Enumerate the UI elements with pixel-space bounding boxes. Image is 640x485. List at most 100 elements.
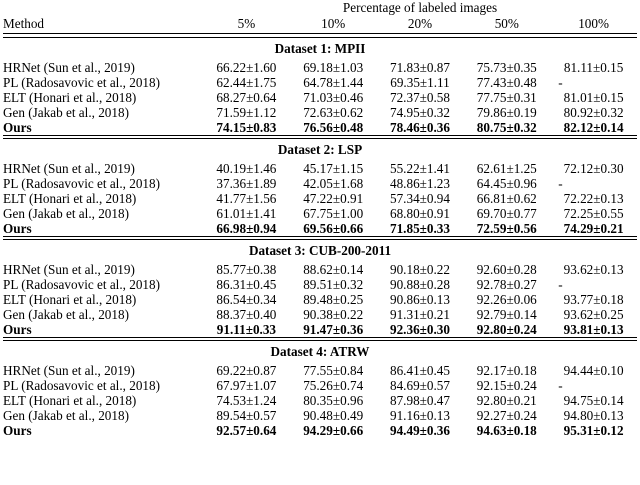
metric-cell: 72.12±0.30 bbox=[563, 160, 624, 176]
table-row: HRNet (Sun et al., 2019) 85.77±0.38 88.62±… bbox=[3, 262, 637, 277]
metric-cell: 92.26±0.06 bbox=[476, 292, 537, 307]
metric-cell: 62.61±1.25 bbox=[476, 160, 537, 176]
metric-cell: 94.80±0.13 bbox=[563, 408, 624, 424]
metric-cell: 89.51±0.32 bbox=[303, 277, 364, 293]
metric-cell: 67.97±1.07 bbox=[216, 378, 277, 394]
metric-cell: 92.57±0.64 bbox=[216, 423, 277, 439]
method-name: Gen (Jakab et al., 2018) bbox=[3, 205, 129, 221]
metric-cell: 82.12±0.14 bbox=[563, 119, 624, 135]
metric-cell: 42.05±1.68 bbox=[303, 175, 364, 191]
table-row: HRNet (Sun et al., 2019) 40.19±1.46 45.17±… bbox=[3, 161, 637, 176]
metric-cell: 74.53±1.24 bbox=[216, 393, 277, 409]
results-table: Percentage of labeled images Method 5% 1… bbox=[3, 0, 637, 440]
metric-cell: 47.22±0.91 bbox=[303, 190, 364, 206]
metric-cell: 61.01±1.41 bbox=[216, 205, 277, 221]
metric-cell: 84.69±0.57 bbox=[389, 378, 450, 394]
metric-cell: 86.41±0.45 bbox=[389, 363, 450, 379]
metric-cell: 72.25±0.55 bbox=[563, 205, 624, 221]
metric-cell: 68.80±0.91 bbox=[389, 205, 450, 221]
table-row: Gen (Jakab et al., 2018) 61.01±1.41 67.75±… bbox=[3, 206, 637, 221]
metric-cell: 80.35±0.96 bbox=[303, 393, 364, 409]
table-row: Gen (Jakab et al., 2018) 71.59±1.12 72.63±… bbox=[3, 105, 637, 120]
metric-cell: 79.86±0.19 bbox=[476, 104, 537, 120]
metric-cell: 92.80±0.21 bbox=[476, 393, 537, 409]
metric-cell: 85.77±0.38 bbox=[216, 262, 277, 278]
metric-cell: 91.47±0.36 bbox=[303, 321, 364, 337]
metric-cell: 77.55±0.84 bbox=[303, 363, 364, 379]
metric-cell: 68.27±0.64 bbox=[216, 89, 277, 105]
metric-cell: 37.36±1.89 bbox=[216, 175, 277, 191]
metric-cell: 69.35±1.11 bbox=[390, 74, 450, 90]
table-row: PL (Radosavovic et al., 2018) 67.97±1.07 7… bbox=[3, 378, 637, 393]
method-name: PL (Radosavovic et al., 2018) bbox=[3, 74, 160, 90]
column-header-5pct: 5% bbox=[237, 16, 256, 32]
metric-cell: 72.22±0.13 bbox=[563, 190, 624, 206]
method-name: HRNet (Sun et al., 2019) bbox=[3, 262, 135, 278]
group-header-spacer bbox=[3, 0, 203, 16]
metric-cell: 72.37±0.58 bbox=[389, 89, 450, 105]
dataset-title: Dataset 3: CUB-200-2011 bbox=[248, 242, 392, 258]
method-name: Ours bbox=[3, 423, 32, 439]
method-name: ELT (Honari et al., 2018) bbox=[3, 190, 137, 206]
metric-cell-empty: - bbox=[558, 277, 563, 293]
metric-cell: 81.01±0.15 bbox=[563, 89, 624, 105]
metric-cell: 69.18±1.03 bbox=[303, 59, 364, 75]
dataset-title: Dataset 1: MPII bbox=[274, 40, 366, 56]
metric-cell: 71.83±0.87 bbox=[389, 59, 450, 75]
metric-cell: 64.78±1.44 bbox=[303, 74, 364, 90]
method-name: ELT (Honari et al., 2018) bbox=[3, 292, 137, 307]
method-name: Gen (Jakab et al., 2018) bbox=[3, 306, 129, 322]
metric-cell: 92.79±0.14 bbox=[476, 306, 537, 322]
metric-cell: 87.98±0.47 bbox=[389, 393, 450, 409]
metric-cell: 89.48±0.25 bbox=[303, 292, 364, 307]
metric-cell: 92.78±0.27 bbox=[476, 277, 537, 293]
table-row: HRNet (Sun et al., 2019) 66.22±1.60 69.18±… bbox=[3, 60, 637, 75]
metric-cell: 48.86±1.23 bbox=[389, 175, 450, 191]
table-row: ELT (Honari et al., 2018) 68.27±0.64 71.03… bbox=[3, 90, 637, 105]
block-separator-rule bbox=[3, 235, 637, 240]
metric-cell: 80.75±0.32 bbox=[476, 119, 537, 135]
metric-cell: 94.44±0.10 bbox=[563, 363, 624, 379]
table-body: Dataset 1: MPII HRNet (Sun et al., 2019) 6… bbox=[3, 37, 637, 440]
metric-cell: 81.11±0.15 bbox=[563, 59, 624, 75]
metric-cell: 72.59±0.56 bbox=[476, 220, 537, 236]
metric-cell: 77.75±0.31 bbox=[476, 89, 537, 105]
metric-cell: 92.27±0.24 bbox=[476, 408, 537, 424]
metric-cell: 69.70±0.77 bbox=[476, 205, 537, 221]
metric-cell: 71.59±1.12 bbox=[216, 104, 277, 120]
metric-cell: 62.44±1.75 bbox=[216, 74, 277, 90]
metric-cell: 71.85±0.33 bbox=[389, 220, 450, 236]
table-row: Ours 92.57±0.64 94.29±0.66 94.49±0.36 94.63±… bbox=[3, 423, 637, 438]
column-header-100pct: 100% bbox=[578, 16, 609, 32]
metric-cell-empty: - bbox=[558, 175, 563, 191]
method-name: Gen (Jakab et al., 2018) bbox=[3, 104, 129, 120]
metric-cell: 93.81±0.13 bbox=[563, 321, 624, 337]
metric-cell: 74.29±0.21 bbox=[563, 220, 624, 236]
table-row: ELT (Honari et al., 2018) 74.53±1.24 80.35… bbox=[3, 393, 637, 408]
column-header-20pct: 20% bbox=[407, 16, 433, 32]
table-row: Ours 66.98±0.94 69.56±0.66 71.85±0.33 72.59±… bbox=[3, 221, 637, 236]
metric-cell: 55.22±1.41 bbox=[389, 160, 450, 176]
column-header-50pct: 50% bbox=[494, 16, 519, 32]
method-name: Ours bbox=[3, 119, 32, 135]
method-name: PL (Radosavovic et al., 2018) bbox=[3, 277, 160, 293]
table-row: Ours 91.11±0.33 91.47±0.36 92.36±0.30 92.80±… bbox=[3, 322, 637, 337]
column-header-method: Method bbox=[3, 16, 45, 32]
metric-cell: 94.29±0.66 bbox=[303, 423, 364, 439]
metric-cell: 89.54±0.57 bbox=[216, 408, 277, 424]
group-header-label: Percentage of labeled images bbox=[342, 0, 498, 15]
method-name: PL (Radosavovic et al., 2018) bbox=[3, 175, 160, 191]
metric-cell: 78.46±0.36 bbox=[389, 119, 450, 135]
metric-cell: 92.17±0.18 bbox=[476, 363, 537, 379]
metric-cell: 75.26±0.74 bbox=[303, 378, 364, 394]
table-row: ELT (Honari et al., 2018) 41.77±1.56 47.22… bbox=[3, 191, 637, 206]
metric-cell: 90.18±0.22 bbox=[389, 262, 450, 278]
table-row: Ours 74.15±0.83 76.56±0.48 78.46±0.36 80.75±… bbox=[3, 120, 637, 135]
table-row: PL (Radosavovic et al., 2018) 62.44±1.75 6… bbox=[3, 75, 637, 90]
metric-cell: 92.36±0.30 bbox=[389, 321, 450, 337]
metric-cell: 57.34±0.94 bbox=[389, 190, 450, 206]
method-name: Gen (Jakab et al., 2018) bbox=[3, 408, 129, 424]
metric-cell: 90.88±0.28 bbox=[389, 277, 450, 293]
metric-cell: 95.31±0.12 bbox=[563, 423, 624, 439]
